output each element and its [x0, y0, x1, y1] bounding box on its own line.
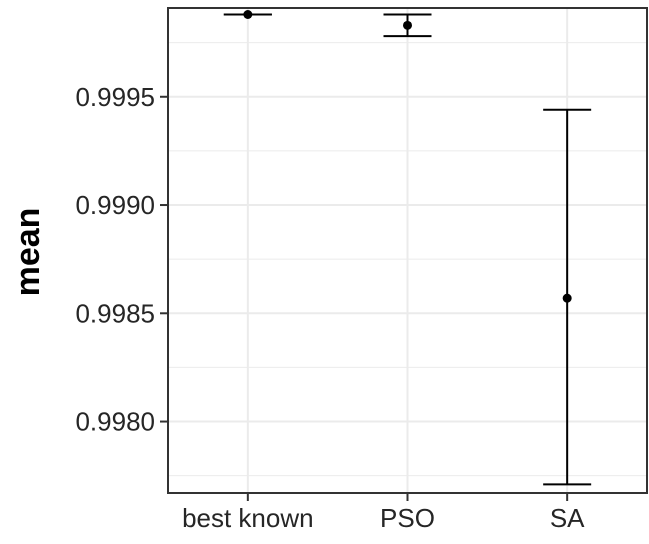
data-point [243, 10, 252, 19]
data-point [563, 294, 572, 303]
y-tick-label: 0.9990 [75, 190, 155, 220]
y-tick-label: 0.9985 [75, 298, 155, 328]
data-point [403, 21, 412, 30]
y-tick-label: 0.9980 [75, 407, 155, 437]
y-axis-title: mean [9, 208, 47, 297]
y-tick-label: 0.9995 [75, 82, 155, 112]
x-tick-label: PSO [380, 503, 435, 533]
x-tick-label: best known [182, 503, 314, 533]
x-tick-label: SA [550, 503, 585, 533]
